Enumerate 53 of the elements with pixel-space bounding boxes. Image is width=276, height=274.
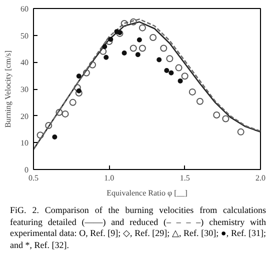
y-tick-label: 50 <box>20 31 28 40</box>
point <box>120 20 128 28</box>
point <box>136 37 142 42</box>
point <box>75 90 82 97</box>
point <box>82 69 90 76</box>
x-axis-title: Equivalence Ratio φ [__] <box>106 188 188 198</box>
x-tick-label: 1.5 <box>180 174 190 182</box>
y-tick-label: 20 <box>20 112 28 121</box>
y-tick-label: 40 <box>20 58 28 68</box>
point <box>160 44 168 52</box>
point <box>138 24 146 32</box>
point <box>138 44 146 52</box>
point <box>164 68 170 73</box>
point <box>130 18 137 26</box>
point <box>106 38 113 45</box>
point <box>69 98 76 106</box>
y-tick-label: 0 <box>24 166 28 174</box>
point <box>237 128 244 136</box>
point <box>188 88 196 96</box>
point <box>150 34 157 41</box>
y-axis-title: Burning Velocity [cm/s] <box>4 50 12 128</box>
point <box>166 55 174 62</box>
x-tick-label: 2.0 <box>256 174 266 182</box>
x-tick-label: 0.5 <box>28 174 38 182</box>
point <box>130 44 137 52</box>
point <box>156 57 162 62</box>
point <box>135 52 140 58</box>
point <box>100 48 107 55</box>
x-tick-label: 1.0 <box>104 174 114 182</box>
point <box>196 98 204 105</box>
point <box>56 108 63 116</box>
point <box>74 84 81 92</box>
point <box>213 112 220 119</box>
point <box>122 50 127 56</box>
point <box>62 110 69 118</box>
point <box>76 88 82 94</box>
y-tick-label: 60 <box>20 4 28 14</box>
point <box>168 70 174 76</box>
point <box>178 78 183 84</box>
point <box>181 72 188 80</box>
point <box>52 134 58 140</box>
point <box>175 64 182 72</box>
point <box>36 132 44 139</box>
point <box>102 44 108 50</box>
point <box>104 54 109 60</box>
y-tick-label: 30 <box>20 85 28 94</box>
point <box>222 115 230 122</box>
point <box>89 61 96 68</box>
y-tick-label: 10 <box>20 138 28 148</box>
point <box>76 74 82 79</box>
point <box>108 36 114 42</box>
point <box>45 122 52 129</box>
caption: FiG. 2. Comparison of the burning velocities from calculations featuring detailed (——) and reduced (– – – –) chemistry with experimental data: O, Ref. [9]; ◇, Ref. [29]; △, Ref. [30]; ●, Ref. [31]; and *, Ref. [32]. <box>10 205 266 252</box>
